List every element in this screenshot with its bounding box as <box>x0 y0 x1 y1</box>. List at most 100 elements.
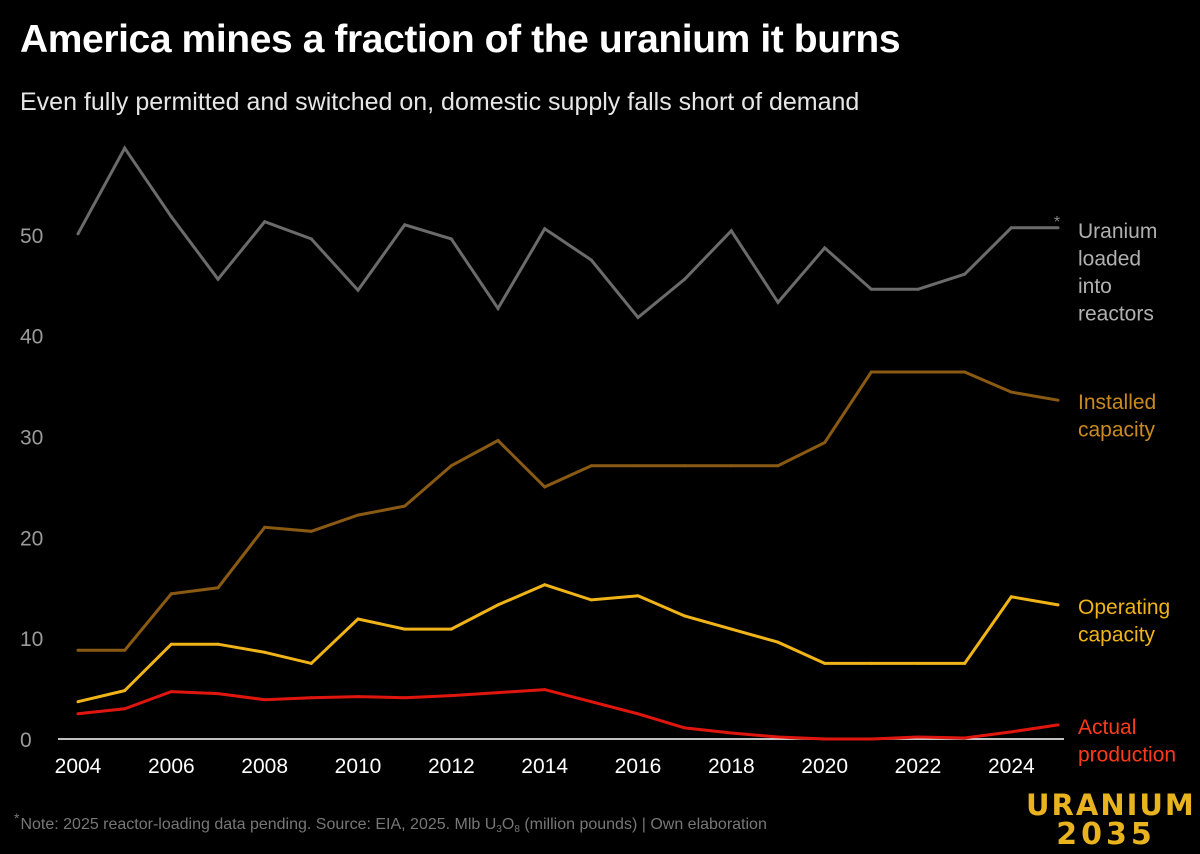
data-point-actual-production <box>1009 730 1013 734</box>
data-point-uranium-loaded-into-reactors <box>869 287 873 291</box>
x-tick-label: 2010 <box>335 755 382 778</box>
logo-year: 2035 <box>1056 817 1156 852</box>
data-point-operating-capacity <box>589 598 593 602</box>
data-point-uranium-loaded-into-reactors <box>1009 226 1013 230</box>
data-point-installed-capacity <box>449 464 453 468</box>
data-point-uranium-loaded-into-reactors <box>636 316 640 320</box>
data-point-installed-capacity <box>169 592 173 596</box>
data-point-uranium-loaded-into-reactors <box>589 258 593 262</box>
series-label-actual-production: production <box>1078 744 1176 767</box>
y-tick-label: 30 <box>20 427 43 450</box>
data-point-actual-production <box>216 692 220 696</box>
data-point-actual-production <box>543 688 547 692</box>
data-point-operating-capacity <box>403 627 407 631</box>
y-tick-label: 0 <box>20 729 32 752</box>
data-point-installed-capacity <box>263 525 267 529</box>
data-point-installed-capacity <box>496 439 500 443</box>
x-tick-label: 2004 <box>55 755 102 778</box>
data-point-operating-capacity <box>776 640 780 644</box>
data-point-uranium-loaded-into-reactors <box>169 215 173 219</box>
data-point-operating-capacity <box>216 642 220 646</box>
data-point-actual-production <box>123 707 127 711</box>
note-asterisk: * <box>14 810 20 826</box>
data-point-actual-production <box>823 737 827 741</box>
series-label-uranium-loaded-into-reactors: Uranium <box>1078 220 1157 243</box>
data-point-installed-capacity <box>309 529 313 533</box>
data-point-actual-production <box>589 700 593 704</box>
data-point-actual-production <box>916 735 920 739</box>
data-point-uranium-loaded-into-reactors <box>263 220 267 224</box>
data-point-actual-production <box>1056 723 1060 727</box>
data-point-operating-capacity <box>869 661 873 665</box>
data-point-operating-capacity <box>823 661 827 665</box>
data-point-operating-capacity <box>123 689 127 693</box>
series-label-uranium-loaded-into-reactors: reactors <box>1078 303 1154 326</box>
data-point-operating-capacity <box>76 700 80 704</box>
y-tick-label: 20 <box>20 527 43 550</box>
x-tick-label: 2018 <box>708 755 755 778</box>
note-text-end: (million pounds) | Own elaboration <box>519 816 767 833</box>
data-point-uranium-loaded-into-reactors <box>356 288 360 292</box>
data-point-uranium-loaded-into-reactors <box>823 246 827 250</box>
data-point-installed-capacity <box>403 504 407 508</box>
data-point-uranium-loaded-into-reactors <box>776 300 780 304</box>
data-point-uranium-loaded-into-reactors <box>496 306 500 310</box>
data-point-operating-capacity <box>309 661 313 665</box>
x-tick-label: 2022 <box>895 755 942 778</box>
x-tick-label: 2024 <box>988 755 1035 778</box>
data-point-uranium-loaded-into-reactors <box>216 277 220 281</box>
data-point-operating-capacity <box>496 603 500 607</box>
series-lines: * <box>76 145 1060 741</box>
data-point-operating-capacity <box>1056 603 1060 607</box>
data-point-operating-capacity <box>449 627 453 631</box>
data-point-installed-capacity <box>636 464 640 468</box>
x-tick-label: 2014 <box>521 755 568 778</box>
chart-title: America mines a fraction of the uranium … <box>20 18 901 61</box>
data-point-uranium-loaded-into-reactors <box>403 223 407 227</box>
data-point-installed-capacity <box>823 441 827 445</box>
data-point-operating-capacity <box>543 583 547 587</box>
x-tick-label: 2006 <box>148 755 195 778</box>
data-point-installed-capacity <box>916 370 920 374</box>
data-point-actual-production <box>636 712 640 716</box>
data-point-actual-production <box>309 696 313 700</box>
logo-word: URANIUM <box>1026 788 1196 822</box>
y-tick-label: 10 <box>20 628 43 651</box>
data-point-actual-production <box>683 726 687 730</box>
y-tick-label: 50 <box>20 225 43 248</box>
data-point-installed-capacity <box>1009 390 1013 394</box>
series-line-uranium-loaded-into-reactors <box>76 145 1058 320</box>
x-tick-label: 2008 <box>241 755 288 778</box>
data-point-operating-capacity <box>356 617 360 621</box>
data-point-actual-production <box>776 735 780 739</box>
data-point-uranium-loaded-into-reactors <box>309 237 313 241</box>
x-axis-ticks: 2004 2006 2008 2010 2012 2014 2016 2018 2020 2022… <box>55 755 1035 778</box>
note-text-o: O <box>501 816 515 833</box>
data-point-uranium-loaded-into-reactors <box>916 287 920 291</box>
data-point-uranium-loaded-into-reactors <box>543 227 547 231</box>
series-label-operating-capacity: Operating <box>1078 596 1170 619</box>
data-point-installed-capacity <box>123 648 127 652</box>
x-tick-label: 2020 <box>801 755 848 778</box>
data-point-installed-capacity <box>963 370 967 374</box>
y-tick-label: 40 <box>20 326 43 349</box>
data-point-actual-production <box>729 731 733 735</box>
data-point-installed-capacity <box>76 648 80 652</box>
data-point-installed-capacity <box>683 464 687 468</box>
data-point-actual-production <box>263 698 267 702</box>
series-line-operating-capacity <box>77 583 1059 704</box>
y-axis-ticks: 0 10 20 30 40 50 <box>20 225 43 752</box>
data-point-installed-capacity <box>216 586 220 590</box>
data-point-actual-production <box>869 737 873 741</box>
data-point-actual-production <box>169 690 173 694</box>
x-tick-label: 2016 <box>615 755 662 778</box>
series-label-installed-capacity: capacity <box>1078 419 1156 442</box>
pending-data-asterisk: * <box>1054 214 1060 231</box>
data-point-actual-production <box>356 695 360 699</box>
note-text-start: Note: 2025 reactor-loading data pending.… <box>20 816 497 833</box>
series-label-operating-capacity: capacity <box>1078 624 1156 647</box>
note-sub-3: 3 <box>496 824 502 835</box>
data-point-installed-capacity <box>869 370 873 374</box>
series-label-uranium-loaded-into-reactors: loaded <box>1078 248 1141 271</box>
